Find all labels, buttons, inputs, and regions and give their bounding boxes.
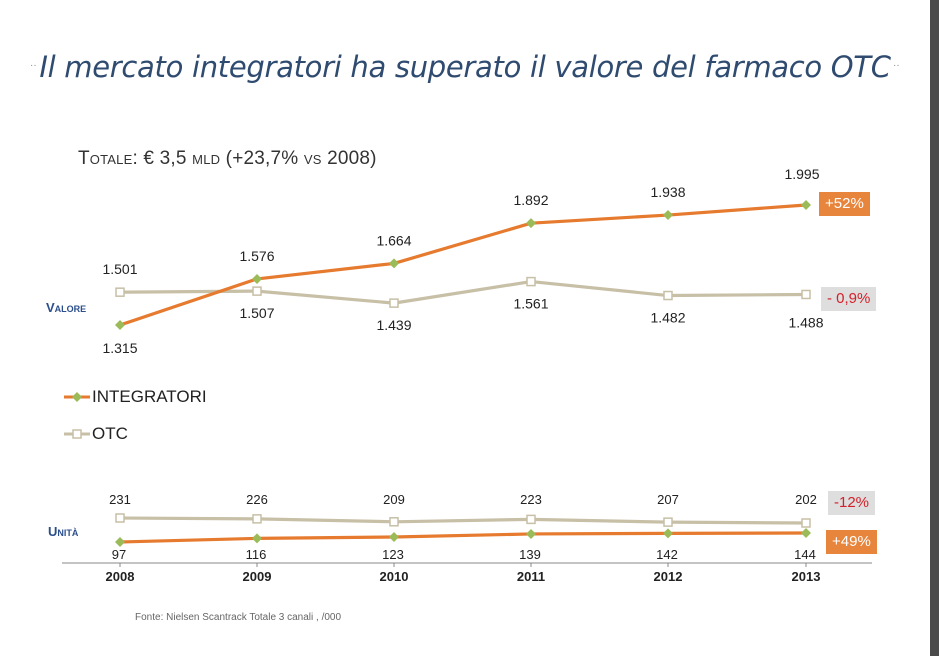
unita-point-otc-5 xyxy=(801,518,811,528)
unita-point-integratori-4 xyxy=(663,528,673,539)
legend-swatch-integratori xyxy=(64,392,90,402)
x-tick-label-2010: 2010 xyxy=(380,569,409,584)
data-label-valore-otc-1: 1.507 xyxy=(239,305,274,321)
legend-label-otc: OTC xyxy=(92,424,128,443)
data-label-unita-otc-5: 202 xyxy=(795,492,817,507)
callout-valore-integratori: +52% xyxy=(819,192,870,216)
unita-point-otc-2 xyxy=(389,517,399,527)
data-label-valore-integratori-4: 1.938 xyxy=(650,184,685,200)
callout-unita-otc: -12% xyxy=(828,491,876,515)
x-tick-label-2009: 2009 xyxy=(243,569,272,584)
slide-edge xyxy=(930,0,939,656)
row-label-unita: Unità xyxy=(48,524,79,539)
source-note: Fonte: Nielsen Scantrack Totale 3 canali… xyxy=(135,612,342,623)
unita-point-integratori-0 xyxy=(115,537,125,547)
unita-point-otc-3 xyxy=(526,514,536,525)
unita-point-integratori-3 xyxy=(526,528,536,539)
row-label-valore: Valore xyxy=(46,300,87,315)
data-label-unita-integratori-5: 144 xyxy=(794,547,816,562)
valore-point-otc-3 xyxy=(526,276,536,287)
slide-title: Il mercato integratori ha superato il va… xyxy=(39,50,891,84)
valore-point-integratori-2 xyxy=(389,258,399,269)
valore-point-integratori-3 xyxy=(526,218,536,229)
valore-line-integratori xyxy=(119,203,807,327)
data-label-unita-integratori-2: 123 xyxy=(382,547,404,562)
data-label-valore-integratori-3: 1.892 xyxy=(513,192,548,208)
unita-point-otc-4 xyxy=(663,517,673,527)
unita-point-otc-1 xyxy=(252,514,262,524)
valore-point-otc-0 xyxy=(115,287,125,297)
data-label-unita-otc-4: 207 xyxy=(657,492,679,507)
legend-item-otc: OTC xyxy=(64,424,128,444)
callout-valore-otc: - 0,9% xyxy=(821,287,877,311)
data-label-unita-integratori-4: 142 xyxy=(656,547,678,562)
x-tick-label-2008: 2008 xyxy=(106,569,135,584)
unita-line-integratori xyxy=(119,531,807,544)
valore-point-otc-5 xyxy=(801,289,811,300)
data-label-unita-integratori-0: 97 xyxy=(112,547,126,562)
data-label-valore-otc-5: 1.488 xyxy=(788,314,823,330)
data-label-valore-integratori-5: 1.995 xyxy=(784,166,819,182)
data-label-unita-otc-1: 226 xyxy=(246,492,268,507)
data-label-unita-otc-0: 231 xyxy=(109,492,131,507)
unita-point-integratori-1 xyxy=(252,533,262,544)
valore-point-otc-4 xyxy=(663,290,673,301)
x-tick-label-2013: 2013 xyxy=(792,569,821,584)
valore-point-integratori-4 xyxy=(663,210,673,221)
data-label-valore-otc-4: 1.482 xyxy=(650,310,685,326)
valore-point-integratori-1 xyxy=(252,273,262,284)
unita-point-integratori-2 xyxy=(389,532,399,543)
unita-line-otc xyxy=(119,516,807,525)
decor-dots: ·· xyxy=(30,60,37,71)
data-label-valore-integratori-1: 1.576 xyxy=(239,248,274,264)
decor-dots: ·· xyxy=(893,60,900,71)
data-label-unita-integratori-3: 139 xyxy=(519,547,541,562)
valore-line-otc xyxy=(119,279,807,305)
valore-point-integratori-5 xyxy=(801,200,811,210)
x-tick-label-2012: 2012 xyxy=(654,569,683,584)
valore-point-integratori-0 xyxy=(115,320,125,330)
x-tick-label-2011: 2011 xyxy=(517,569,545,584)
data-label-valore-otc-2: 1.439 xyxy=(376,317,411,333)
legend-label-integratori: INTEGRATORI xyxy=(92,387,207,406)
data-label-valore-integratori-2: 1.664 xyxy=(376,232,411,248)
unita-point-otc-0 xyxy=(115,513,125,523)
callout-unita-integratori: +49% xyxy=(826,530,877,554)
data-label-unita-otc-3: 223 xyxy=(520,492,542,507)
data-label-valore-otc-3: 1.561 xyxy=(513,296,548,312)
valore-point-otc-2 xyxy=(389,298,399,308)
valore-point-otc-1 xyxy=(252,286,262,296)
data-label-unita-integratori-1: 116 xyxy=(246,547,267,562)
legend-swatch-otc xyxy=(64,429,90,439)
unita-point-integratori-5 xyxy=(801,528,811,538)
data-label-valore-integratori-0: 1.315 xyxy=(102,340,137,356)
data-label-unita-otc-2: 209 xyxy=(383,492,405,507)
data-label-valore-otc-0: 1.501 xyxy=(102,261,137,277)
chart-subtitle: Totale: € 3,5 mld (+23,7% vs 2008) xyxy=(78,148,377,169)
legend-item-integratori: INTEGRATORI xyxy=(64,387,207,407)
